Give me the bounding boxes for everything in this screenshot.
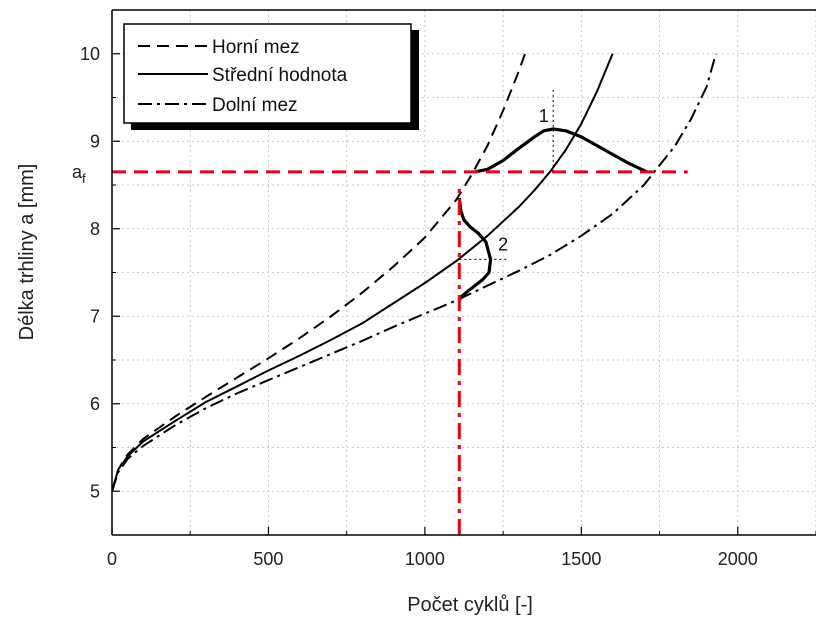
annotation-2: 2 [498,235,508,255]
x-tick-label: 1000 [405,549,445,569]
ticks: 0 500 1000 1500 2000 5 6 7 8 9 10 af [72,9,816,569]
af-label-subscript: f [82,171,86,186]
legend-label-stredni-hodnota: Střední hodnota [212,65,348,86]
af-label: af [72,162,86,186]
annotation-1: 1 [539,106,549,126]
x-tick-label: 2000 [718,549,758,569]
x-tick-label: 1500 [561,549,601,569]
series-line-3 [474,127,648,174]
series-line-2 [112,53,717,492]
series-layer [112,53,717,492]
y-tick-label: 9 [90,131,100,151]
y-tick-label: 10 [80,44,100,64]
annotations: 12 [498,106,549,255]
x-axis-title: Počet cyklů [-] [407,594,533,616]
y-tick-label: 7 [90,306,100,326]
series-line-0 [112,53,526,492]
legend-label-horni-mez: Horní mez [212,37,300,58]
x-tick-label: 500 [253,549,283,569]
reference-layer [112,170,688,535]
x-tick-label: 0 [107,549,117,569]
series-line-1 [112,53,614,492]
y-axis-title: Délka trhliny a [mm] [16,164,38,341]
legend: Horní mez Střední hodnota Dolní mez [123,23,419,130]
y-tick-label: 5 [90,481,100,501]
grid [112,10,816,535]
y-tick-label: 6 [90,394,100,414]
y-tick-label: 8 [90,219,100,239]
legend-label-dolni-mez: Dolní mez [212,95,298,116]
